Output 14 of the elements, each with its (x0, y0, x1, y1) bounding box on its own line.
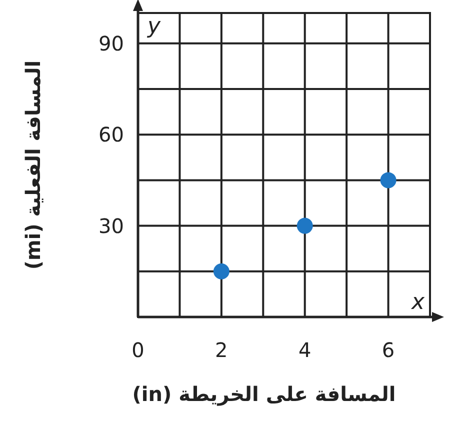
x-tick-label: 2 (215, 338, 228, 362)
y-axis-title: المسافة الفعلية (mi) (21, 60, 45, 270)
annotation: y (146, 14, 162, 39)
x-tick-label: 6 (382, 338, 395, 362)
point (380, 172, 396, 188)
point (296, 218, 313, 234)
y-tick-label: 30 (98, 214, 124, 238)
x-axis-title: المسافة على الخريطة (in) (132, 382, 396, 406)
x-tick-label: 4 (298, 338, 312, 362)
x-tick-label: 0 (132, 338, 144, 362)
y-tick-label: 60 (98, 122, 124, 147)
annotation: x (410, 290, 426, 315)
point (213, 263, 230, 280)
y-tick-label: 90 (98, 31, 124, 56)
